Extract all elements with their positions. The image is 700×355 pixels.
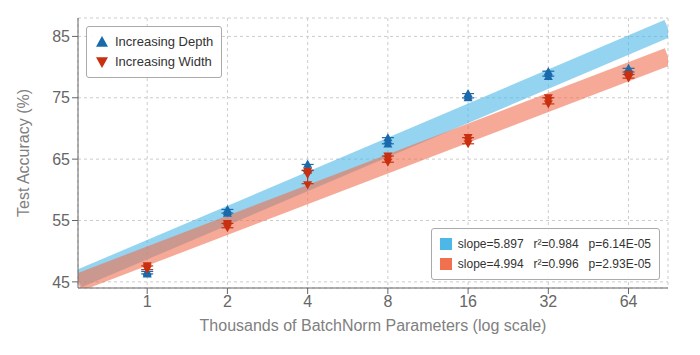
html-text:slope=4.994 r²=0.996 p=2.93E-0: slope=4.994 r²=0.996 p=2.93E-05 bbox=[457, 257, 651, 271]
svg-text:4: 4 bbox=[303, 293, 312, 310]
svg-text:65: 65 bbox=[52, 151, 70, 168]
svg-text:55: 55 bbox=[52, 212, 70, 229]
svg-text:Thousands of BatchNorm Paramet: Thousands of BatchNorm Parameters (log s… bbox=[200, 317, 547, 334]
svg-text:Test Accuracy (%): Test Accuracy (%) bbox=[15, 89, 32, 217]
svg-text:32: 32 bbox=[539, 293, 557, 310]
svg-text:85: 85 bbox=[52, 28, 70, 45]
html-text:Increasing Width: Increasing Width bbox=[115, 54, 212, 69]
html-text:slope=5.897 r²=0.984 p=6.14E-0: slope=5.897 r²=0.984 p=6.14E-05 bbox=[457, 237, 651, 251]
svg-text:75: 75 bbox=[52, 89, 70, 106]
svg-text:45: 45 bbox=[52, 274, 70, 291]
svg-text:64: 64 bbox=[620, 293, 638, 310]
svg-text:16: 16 bbox=[459, 293, 477, 310]
svg-text:2: 2 bbox=[223, 293, 232, 310]
svg-text:8: 8 bbox=[383, 293, 392, 310]
svg-text:1: 1 bbox=[143, 293, 152, 310]
html-text:Increasing Depth: Increasing Depth bbox=[115, 34, 214, 49]
